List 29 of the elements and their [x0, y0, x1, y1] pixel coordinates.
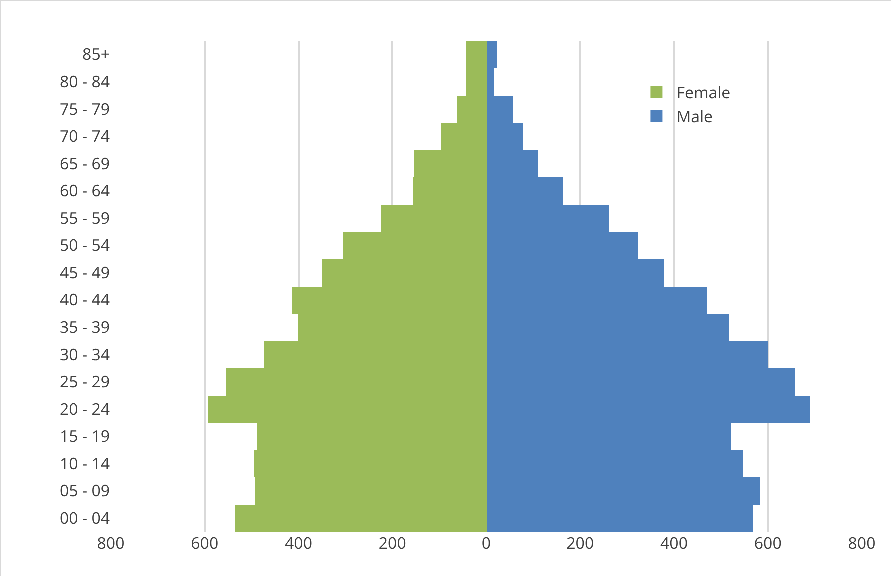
y-tick-label: 60 - 64 [60, 180, 110, 202]
y-tick-label: 85+ [82, 43, 110, 66]
x-tick-label: 200 [378, 532, 406, 554]
x-tick-label: 400 [285, 532, 312, 554]
y-tick-label: 00 - 04 [60, 506, 110, 529]
y-tick-label: 10 - 14 [60, 452, 110, 474]
x-tick-label: 800 [97, 532, 125, 554]
y-tick-label: 45 - 49 [60, 261, 110, 284]
y-tick-label: 70 - 74 [60, 125, 110, 148]
y-tick-label: 25 - 29 [60, 370, 110, 393]
y-tick-label: 65 - 69 [60, 152, 110, 174]
y-tick-label: 30 - 34 [60, 343, 110, 366]
x-tick-label: 800 [848, 532, 876, 554]
x-tick-label: 200 [566, 532, 594, 554]
y-tick-label: 15 - 19 [60, 425, 110, 448]
x-tick-label: 600 [754, 532, 782, 554]
legend-label: Male [676, 105, 714, 128]
x-tick-label: 0 [482, 532, 492, 554]
y-tick-label: 80 - 84 [60, 70, 110, 93]
y-tick-label: 05 - 09 [60, 480, 110, 502]
y-tick-label: 40 - 44 [60, 288, 110, 311]
y-tick-label: 55 - 59 [60, 206, 110, 229]
y-tick-label: 35 - 39 [60, 316, 110, 338]
y-tick-label: 75 - 79 [60, 98, 110, 120]
y-tick-label: 20 - 24 [60, 398, 110, 420]
x-tick-label: 400 [660, 532, 688, 554]
x-tick-label: 600 [191, 532, 219, 554]
legend-label: Female [676, 82, 731, 104]
y-tick-label: 50 - 54 [60, 234, 110, 256]
